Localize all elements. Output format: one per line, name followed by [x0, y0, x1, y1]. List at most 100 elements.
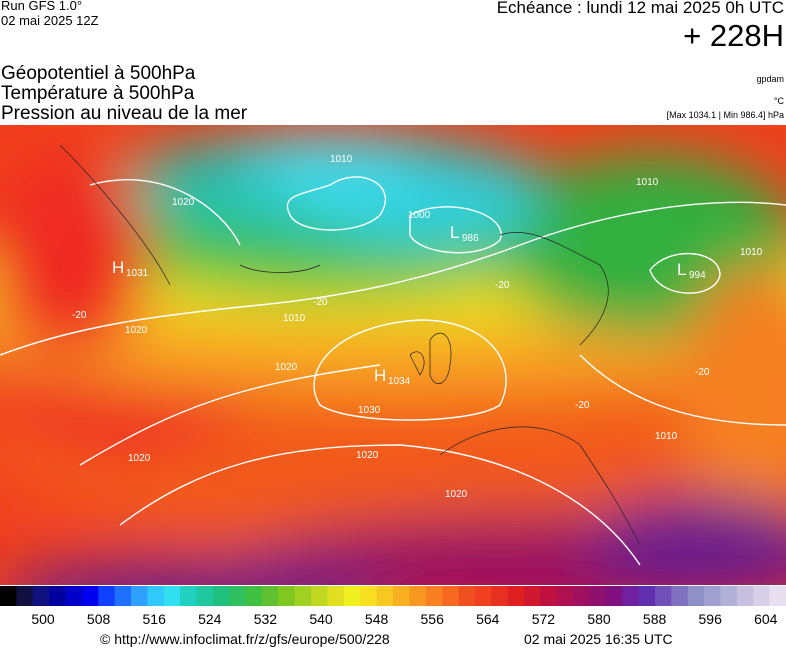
- colorbar-label: 500: [31, 611, 55, 627]
- colorbar-label: 508: [87, 611, 111, 627]
- lead-time: + 228H: [683, 18, 784, 53]
- isobar-label: 1010: [330, 154, 353, 165]
- colorbar-swatch: [769, 586, 786, 606]
- isobar-label: 1010: [740, 247, 763, 258]
- colorbar-swatch: [360, 586, 378, 606]
- unit: °C: [773, 96, 784, 106]
- colorbar-swatch: [393, 586, 410, 606]
- colorbar-label: 548: [365, 611, 389, 627]
- isobar-label: 1020: [128, 453, 151, 464]
- coastlines: [59, 144, 641, 546]
- run-date: 02 mai 2025 12Z: [1, 13, 99, 28]
- valid-time: Echéance : lundi 12 mai 2025 0h UTC: [496, 0, 784, 17]
- colorbar-swatch: [196, 586, 214, 606]
- center-symbol: H: [374, 366, 386, 385]
- colorbar-swatch: [573, 586, 590, 606]
- colorbar-swatch: [524, 586, 541, 606]
- colorbar-swatch: [262, 586, 279, 606]
- colorbar-swatch: [49, 586, 66, 606]
- center-value: 986: [462, 233, 479, 244]
- colorbar-swatch: [638, 586, 656, 606]
- unit: gpdam: [756, 74, 784, 84]
- isobar-label: 1010: [636, 177, 659, 188]
- isobar-label: 1010: [655, 431, 678, 442]
- center-symbol: L: [450, 223, 459, 242]
- colorbar-swatch: [671, 586, 689, 606]
- colorbar-swatch: [507, 586, 525, 606]
- isotherm-label: -20: [72, 310, 87, 321]
- isotherm-label: -20: [575, 400, 590, 411]
- colorbar-swatch: [114, 586, 132, 606]
- colorbar-label: 572: [532, 611, 556, 627]
- colorbar-swatch: [425, 586, 443, 606]
- colorbar-swatch: [16, 586, 34, 606]
- footer-time: 02 mai 2025 16:35 UTC: [524, 631, 673, 647]
- colorbar-label: 540: [309, 611, 333, 627]
- colorbar-swatch: [98, 586, 116, 606]
- colorbar-swatch: [540, 586, 558, 606]
- colorbar-label: 556: [421, 611, 445, 627]
- colorbar-swatch: [556, 586, 574, 606]
- title: Température à 500hPa: [1, 83, 195, 104]
- isobar-label: 1010: [283, 313, 306, 324]
- colorbar-swatch: [343, 586, 361, 606]
- colorbar-label: 516: [143, 611, 167, 627]
- colorbar-swatch: [0, 586, 17, 606]
- isobar-label: 1020: [125, 325, 148, 336]
- colorbar-swatch: [622, 586, 640, 606]
- colorbar-swatch: [442, 586, 459, 606]
- colorbar-swatch: [491, 586, 509, 606]
- title: Géopotentiel à 500hPa: [1, 63, 196, 84]
- center-symbol: L: [677, 260, 686, 279]
- colorbar-label: 580: [587, 611, 611, 627]
- run: Run GFS 1.0°: [1, 0, 83, 13]
- colorbar-swatch: [655, 586, 672, 606]
- isobar-label: 1020: [356, 450, 379, 461]
- center-value: 1034: [388, 376, 411, 387]
- map: 1010 1020 1000 1010 1020 1020 1030 1020 …: [0, 125, 786, 647]
- colorbar-label: 596: [699, 611, 723, 627]
- field: [0, 125, 786, 585]
- colorbar-swatch: [229, 586, 247, 606]
- colorbar-swatch: [327, 586, 345, 606]
- colorbar-swatch: [245, 586, 263, 606]
- colorbar-swatch: [147, 586, 165, 606]
- colorbar-label: 532: [254, 611, 278, 627]
- colorbar-swatch: [605, 586, 623, 606]
- isotherm-label: -20: [695, 367, 710, 378]
- colorbar-label: 604: [754, 611, 778, 627]
- colorbar-label: 564: [476, 611, 500, 627]
- colorbar-swatch: [212, 586, 230, 606]
- colorbar-swatch: [163, 586, 181, 606]
- colorbar-swatch: [409, 586, 427, 606]
- center-value: 994: [689, 270, 706, 281]
- colorbar: [0, 586, 786, 606]
- colorbar-swatch: [704, 586, 721, 606]
- isobar-label: 1020: [172, 197, 195, 208]
- isobar-label: 1030: [358, 405, 381, 416]
- isobar-label: 1020: [275, 362, 298, 373]
- title: Pression au niveau de la mer: [1, 103, 248, 124]
- colorbar-swatch: [65, 586, 83, 606]
- colorbar-swatch: [720, 586, 738, 606]
- colorbar-labels: 500 508 516 524 532 540 548 556 564 572 580 588 596 6…: [31, 611, 777, 627]
- isobar-label: 1020: [445, 489, 468, 500]
- colorbar-swatch: [131, 586, 148, 606]
- center-value: 1031: [126, 268, 149, 279]
- isobar-label: 1000: [408, 210, 431, 221]
- colorbar-swatch: [589, 586, 607, 606]
- footer-url: © http://www.infoclimat.fr/z/gfs/europe/…: [100, 631, 390, 647]
- colorbar-swatch: [311, 586, 328, 606]
- colorbar-swatch: [278, 586, 296, 606]
- isotherm-label: -20: [495, 280, 510, 291]
- isobars: [0, 176, 786, 566]
- colorbar-swatch: [474, 586, 492, 606]
- colorbar-label: 588: [643, 611, 667, 627]
- colorbar-swatch: [180, 586, 197, 606]
- colorbar-swatch: [687, 586, 705, 606]
- colorbar-swatch: [736, 586, 754, 606]
- colorbar-swatch: [294, 586, 312, 606]
- colorbar-swatch: [32, 586, 50, 606]
